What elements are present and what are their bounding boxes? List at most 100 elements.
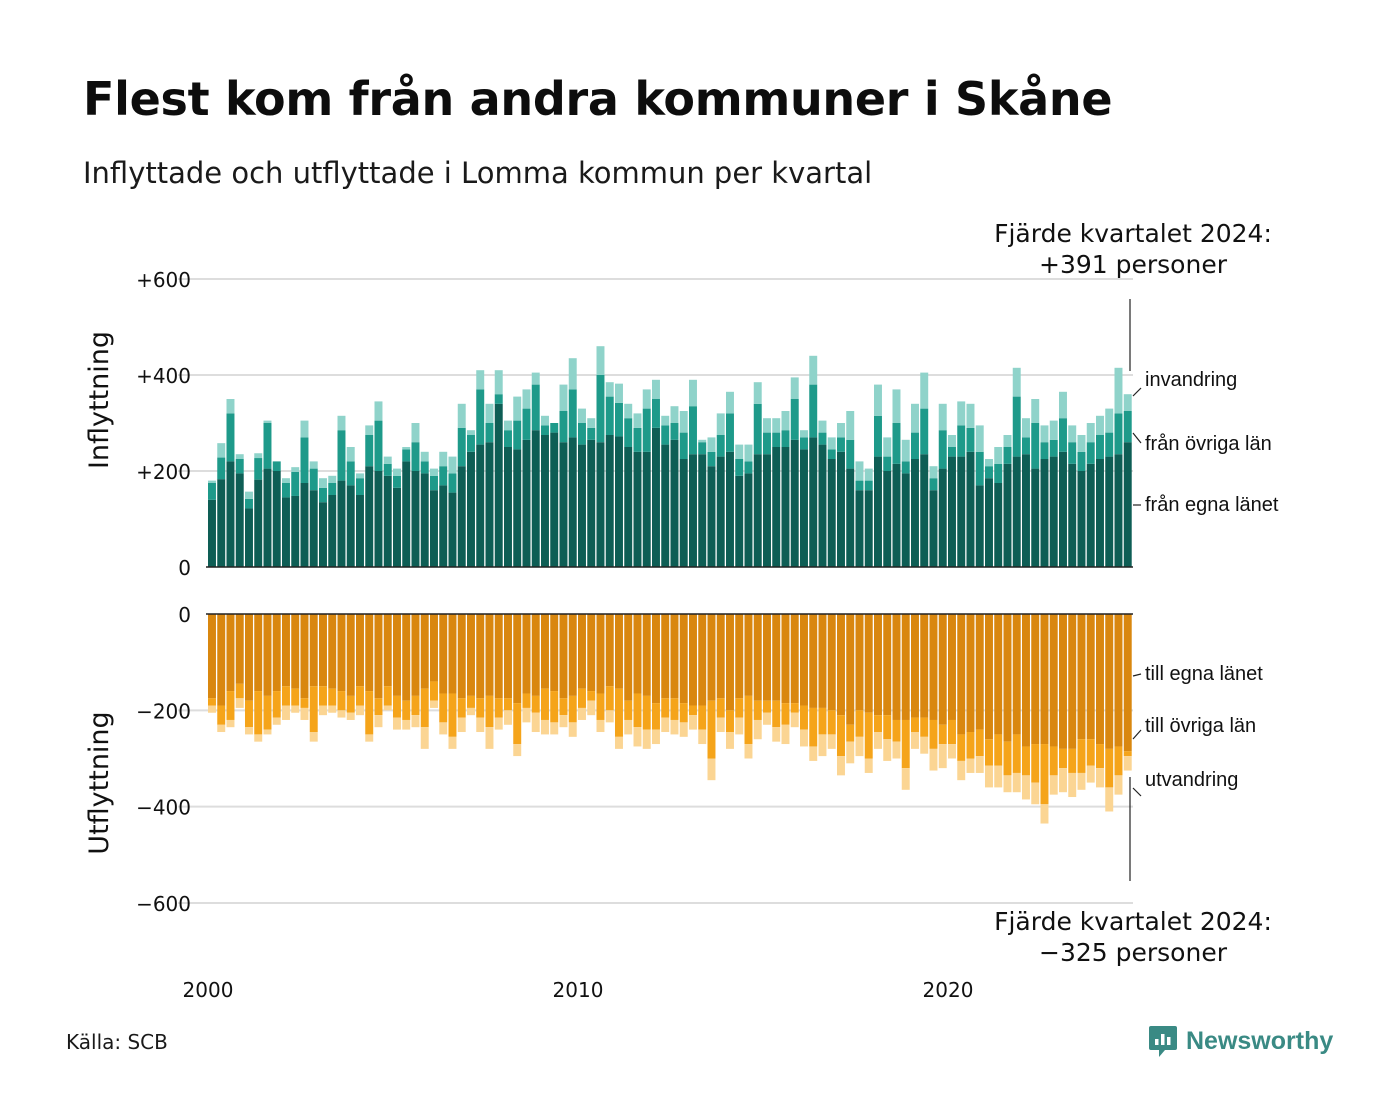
bar-out-1	[1022, 746, 1030, 776]
bar-out-1	[948, 719, 956, 745]
bar-out-0	[365, 614, 374, 692]
bar-out-2	[337, 710, 346, 718]
bar-out-1	[966, 732, 975, 759]
bar-out-1	[550, 691, 559, 723]
bar-in-2	[504, 420, 512, 431]
bar-out-1	[985, 739, 993, 766]
bar-out-2	[957, 760, 966, 781]
bar-out-2	[596, 719, 605, 733]
bar-in-2	[476, 370, 485, 390]
bar-out-0	[1086, 614, 1095, 740]
bar-in-0	[929, 490, 938, 567]
bar-out-2	[753, 719, 762, 740]
bar-out-1	[328, 688, 337, 706]
bar-in-0	[1105, 456, 1114, 567]
bar-out-2	[522, 707, 531, 723]
bar-in-2	[245, 491, 253, 499]
bar-in-2	[864, 468, 873, 481]
bar-out-2	[494, 717, 503, 730]
bar-in-2	[263, 420, 272, 423]
bar-in-2	[282, 478, 290, 483]
bar-in-1	[1123, 411, 1132, 443]
bar-in-0	[420, 473, 429, 567]
bar-in-0	[411, 471, 420, 567]
chart-subtitle: Inflyttade och utflyttade i Lomma kommun…	[83, 156, 873, 190]
bar-in-1	[753, 403, 762, 455]
bar-in-2	[966, 403, 975, 428]
annotation-in-line2: +391 personer	[1039, 250, 1228, 279]
bar-out-0	[393, 614, 401, 696]
bar-out-0	[1123, 614, 1132, 752]
bar-out-1	[652, 703, 660, 730]
bar-out-2	[892, 741, 901, 759]
bar-in-0	[1040, 459, 1049, 567]
bar-out-1	[1086, 739, 1095, 766]
bar-in-1	[504, 430, 512, 447]
bar-in-1	[772, 432, 781, 447]
bar-out-2	[531, 712, 540, 733]
bar-out-2	[855, 736, 864, 757]
bar-in-0	[439, 485, 448, 567]
legend-till-egna-lanet: till egna länet	[1145, 663, 1263, 685]
bar-in-1	[818, 432, 827, 445]
bar-in-0	[337, 480, 346, 567]
bar-out-2	[670, 719, 679, 735]
bar-out-1	[800, 705, 808, 730]
bar-in-0	[457, 466, 466, 567]
bar-out-2	[263, 729, 272, 735]
bar-out-1	[485, 695, 494, 728]
bar-in-1	[587, 427, 596, 440]
y-tick-label-out: −600	[136, 892, 191, 916]
bar-out-0	[513, 614, 522, 704]
bar-in-1	[689, 406, 697, 455]
bar-in-2	[790, 377, 799, 399]
bar-in-2	[883, 437, 892, 457]
bar-out-1	[1040, 744, 1049, 805]
bar-in-1	[291, 471, 300, 496]
bar-out-0	[864, 614, 873, 713]
bar-out-1	[911, 717, 919, 733]
bar-out-0	[439, 614, 448, 694]
bar-in-0	[892, 463, 901, 567]
bar-in-2	[642, 389, 651, 409]
y-tick-label-out: 0	[178, 603, 191, 627]
bar-out-1	[994, 734, 1003, 766]
bar-in-0	[430, 490, 438, 567]
bar-in-0	[1012, 456, 1021, 567]
bar-in-2	[374, 401, 383, 421]
chart-title: Flest kom från andra kommuner i Skåne	[83, 72, 1113, 126]
bar-out-0	[818, 614, 827, 708]
bar-in-2	[420, 451, 429, 462]
bar-in-0	[522, 439, 531, 567]
bar-in-0	[578, 444, 586, 567]
bar-out-1	[920, 717, 929, 737]
bar-in-1	[578, 423, 586, 445]
bar-out-1	[411, 695, 420, 716]
bar-out-0	[855, 614, 864, 711]
bar-in-0	[513, 449, 522, 567]
bar-out-0	[689, 614, 697, 706]
bar-out-0	[874, 614, 882, 716]
bar-in-1	[1086, 442, 1095, 464]
bar-in-1	[439, 466, 448, 486]
bar-in-0	[282, 497, 290, 567]
bar-out-2	[679, 722, 688, 737]
bar-in-0	[1086, 463, 1095, 567]
bar-out-1	[578, 688, 586, 708]
bar-out-0	[578, 614, 586, 689]
bar-out-1	[448, 693, 457, 737]
bar-out-0	[652, 614, 660, 704]
bars	[208, 346, 1132, 824]
bar-in-1	[383, 463, 392, 476]
bar-out-1	[892, 719, 901, 742]
bar-in-2	[753, 382, 762, 404]
bar-in-0	[476, 444, 485, 567]
bar-in-2	[827, 437, 836, 450]
y-tick-label-in: 0	[178, 556, 191, 580]
bar-in-1	[938, 430, 947, 469]
y-axis-label-inflyttning: Inflyttning	[84, 331, 115, 469]
bar-out-1	[300, 698, 309, 708]
bar-in-1	[735, 459, 744, 476]
bar-out-0	[975, 614, 984, 730]
bar-in-2	[559, 384, 568, 411]
